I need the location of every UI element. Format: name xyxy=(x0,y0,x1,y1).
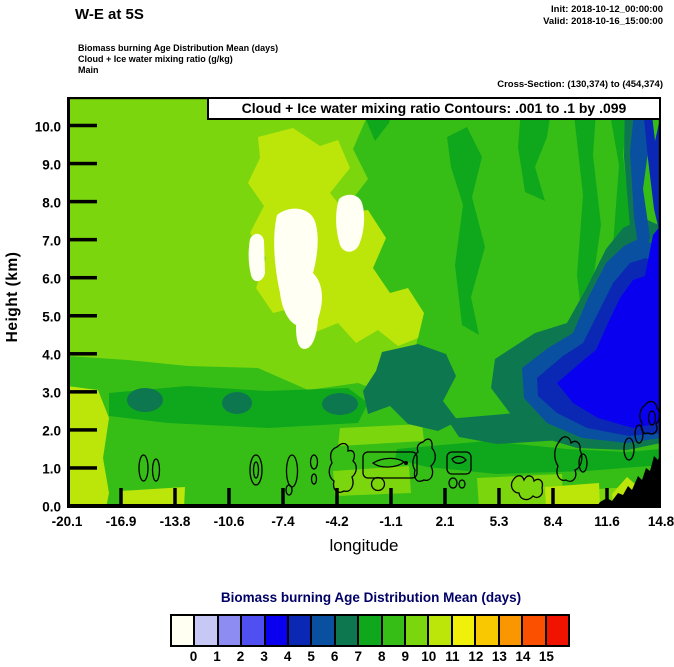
colorbar xyxy=(170,614,570,647)
colorbar-tick-label: 14 xyxy=(515,649,531,664)
colorbar-cell xyxy=(310,614,336,647)
y-tick-label: 7.0 xyxy=(42,233,61,249)
y-tick-label: 5.0 xyxy=(42,309,61,325)
colorbar-tick-label: 8 xyxy=(377,649,386,664)
field-line-2: Cloud + Ice water mixing ratio (g/kg) xyxy=(78,54,233,64)
field-line-1: Biomass burning Age Distribution Mean (d… xyxy=(78,43,279,53)
y-tick-label: 6.0 xyxy=(42,271,61,287)
colorbar-tick-label: 4 xyxy=(283,649,292,664)
x-tick-label: -13.8 xyxy=(159,514,191,529)
y-tick-label: 2.0 xyxy=(42,423,61,439)
colorbar-tick-label: 13 xyxy=(491,649,507,664)
colorbar-cell xyxy=(357,614,383,647)
x-tick-label: -1.1 xyxy=(379,514,403,529)
colorbar-tick-label: 5 xyxy=(307,649,315,664)
y-tick-label: 1.0 xyxy=(42,461,61,477)
y-axis-title: Height (km) xyxy=(4,251,21,343)
terrain-silhouette xyxy=(596,452,661,508)
x-tick-label: -7.4 xyxy=(271,514,295,529)
x-tick-label: -16.9 xyxy=(105,514,137,529)
colorbar-cell xyxy=(380,614,407,647)
colorbar-cell xyxy=(216,614,243,647)
cross-section-plot xyxy=(67,97,661,508)
y-tick-label: 3.0 xyxy=(42,385,61,401)
cross-section-label: Cross-Section: (130,374) to (454,374) xyxy=(497,79,663,90)
field-line-3: Main xyxy=(78,65,99,75)
colorbar-tick-label: 2 xyxy=(236,649,245,664)
colorbar-cell xyxy=(521,614,547,647)
colorbar-cell xyxy=(544,614,570,647)
colorbar-cell xyxy=(193,614,219,647)
colorbar-tick-label: 9 xyxy=(401,649,410,664)
x-tick-label: -4.2 xyxy=(325,514,349,529)
y-tick-label: 0.0 xyxy=(42,499,61,515)
x-tick-label: -10.6 xyxy=(213,514,245,529)
x-tick-label: 14.8 xyxy=(647,514,674,529)
colorbar-cell xyxy=(170,614,196,647)
x-tick-label: 2.1 xyxy=(435,514,455,529)
cloud-mixing-ratio-contours xyxy=(138,400,661,501)
field-list: Biomass burning Age Distribution Mean (d… xyxy=(78,43,278,76)
x-tick-label: 11.6 xyxy=(594,514,620,529)
page-title: W-E at 5S xyxy=(75,6,144,23)
colorbar-cell xyxy=(263,614,290,647)
colorbar-tick-label: 1 xyxy=(213,649,221,664)
init-time: Init: 2018-10-12_00:00:00 xyxy=(551,4,663,15)
y-tick-label: 8.0 xyxy=(42,195,61,211)
valid-time: Valid: 2018-10-16_15:00:00 xyxy=(543,15,663,27)
run-times: Init: 2018-10-12_00:00:00 Valid: 2018-10… xyxy=(543,4,663,27)
y-tick-label: 9.0 xyxy=(42,157,61,173)
plot-area xyxy=(67,97,661,508)
colorbar-cell xyxy=(404,614,430,647)
contour-legend-box: Cloud + Ice water mixing ratio Contours:… xyxy=(207,97,661,120)
colorbar-tick-label: 12 xyxy=(468,649,484,664)
colorbar-cell xyxy=(287,614,313,647)
colorbar-cell xyxy=(333,614,360,647)
colorbar-tick-label: 0 xyxy=(189,649,198,664)
x-tick-label: -20.1 xyxy=(51,514,83,529)
colorbar-cell xyxy=(474,614,500,647)
y-tick-label: 10.0 xyxy=(34,119,61,134)
contour-legend-text: Cloud + Ice water mixing ratio Contours:… xyxy=(241,100,627,116)
colorbar-cell xyxy=(497,614,524,647)
colorbar-cell xyxy=(427,614,453,647)
x-tick-label: 5.3 xyxy=(489,514,509,529)
age-fill-field xyxy=(67,97,661,508)
x-tick-label: 8.4 xyxy=(543,514,563,529)
colorbar-tick-label: 6 xyxy=(330,649,339,664)
colorbar-tick-label: 11 xyxy=(445,649,460,664)
colorbar-cell xyxy=(450,614,477,647)
x-axis-title: longitude xyxy=(329,536,399,555)
colorbar-title: Biomass burning Age Distribution Mean (d… xyxy=(220,590,522,605)
colorbar-cell xyxy=(240,614,266,647)
colorbar-tick-label: 7 xyxy=(354,649,362,664)
colorbar-tick-label: 3 xyxy=(260,649,268,664)
colorbar-tick-label: 15 xyxy=(538,649,554,664)
axis-ticks xyxy=(67,123,661,508)
y-tick-label: 4.0 xyxy=(42,347,61,363)
colorbar-tick-label: 10 xyxy=(421,649,437,664)
